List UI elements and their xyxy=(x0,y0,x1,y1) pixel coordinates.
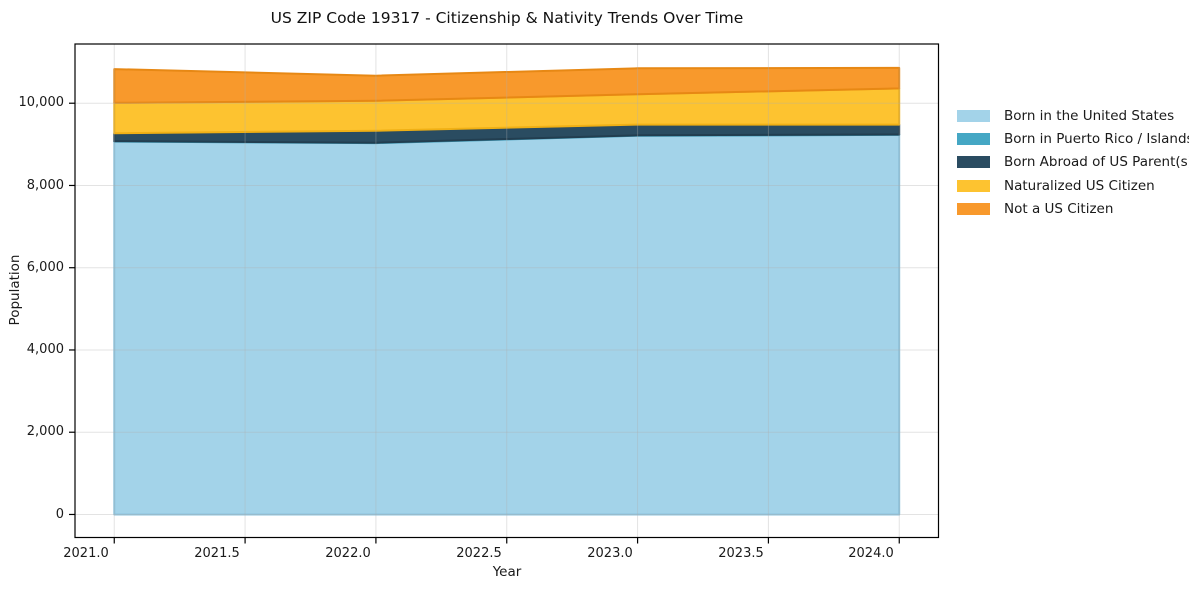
legend-label: Born in Puerto Rico / Islands xyxy=(1004,131,1189,148)
legend-label: Born Abroad of US Parent(s) xyxy=(1004,154,1189,171)
x-tick-label: 2024.0 xyxy=(848,546,894,561)
chart-title: US ZIP Code 19317 - Citizenship & Nativi… xyxy=(270,9,744,27)
legend-swatch-naturalized-icon xyxy=(957,179,990,192)
x-tick-label: 2023.5 xyxy=(718,546,764,561)
legend-label: Not a US Citizen xyxy=(1004,201,1114,218)
y-axis-label: Population xyxy=(7,254,23,326)
x-tick-label: 2023.0 xyxy=(587,546,633,561)
legend-item: Born in the United States xyxy=(957,104,1189,127)
legend: Born in the United States Born in Puerto… xyxy=(957,104,1189,221)
y-tick-label: 4,000 xyxy=(26,342,64,357)
y-tick-label: 8,000 xyxy=(26,177,64,193)
x-tick-label: 2022.5 xyxy=(456,546,502,561)
y-tick-label: 2,000 xyxy=(26,424,64,440)
y-tick-label: 6,000 xyxy=(26,259,64,275)
legend-swatch-puerto-rico-icon xyxy=(957,133,990,146)
legend-swatch-born-abroad-icon xyxy=(957,156,990,169)
x-tick-label: 2022.0 xyxy=(325,546,371,561)
y-tick-label: 0 xyxy=(55,506,64,522)
legend-swatch-born-us-icon xyxy=(957,109,990,122)
legend-label: Born in the United States xyxy=(1004,107,1175,124)
legend-item: Not a US Citizen xyxy=(957,198,1189,221)
legend-item: Born in Puerto Rico / Islands xyxy=(957,127,1189,150)
x-axis-label: Year xyxy=(492,564,522,580)
legend-item: Naturalized US Citizen xyxy=(957,174,1189,197)
y-tick-label: 10,000 xyxy=(18,95,65,111)
legend-label: Naturalized US Citizen xyxy=(1004,177,1155,194)
legend-swatch-not-citizen-icon xyxy=(957,203,990,216)
x-tick-label: 2021.5 xyxy=(194,546,240,561)
x-tick-label: 2021.0 xyxy=(63,546,109,561)
legend-item: Born Abroad of US Parent(s) xyxy=(957,151,1189,174)
area-series-4 xyxy=(113,66,901,104)
